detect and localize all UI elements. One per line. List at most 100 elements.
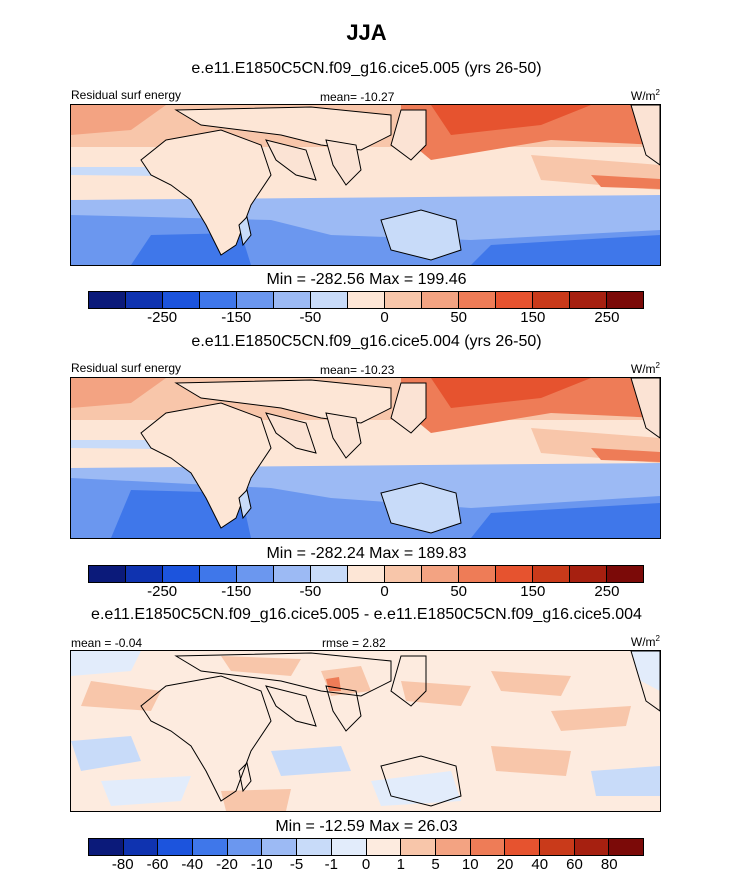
colorbar-box <box>123 839 159 855</box>
colorbar-tick-label: 1 <box>396 856 405 873</box>
colorbar-box <box>227 839 263 855</box>
panel-3-minmax-label: Min = -12.59 Max = 26.03 <box>275 818 458 835</box>
colorbar-box <box>505 839 540 855</box>
colorbar-tick-label: 50 <box>450 309 467 326</box>
colorbar-tick-label: 10 <box>461 856 479 873</box>
colorbar-tick-label: -60 <box>146 856 169 873</box>
colorbar-tick-label: -50 <box>299 583 322 600</box>
colorbar-box <box>574 839 610 855</box>
colorbar-box <box>533 566 570 582</box>
colorbar-box <box>274 566 311 582</box>
panel-1-map-field <box>71 105 660 265</box>
panel-2-variable-label: Residual surf energy <box>71 361 182 375</box>
colorbar-box <box>126 292 163 308</box>
colorbar-tick-label: 250 <box>594 583 620 600</box>
panel-2-map-field <box>71 378 660 538</box>
colorbar-box <box>200 566 237 582</box>
colorbar-box <box>435 839 471 855</box>
colorbar-box <box>126 566 163 582</box>
panel-2-colorbar-ticks: -250 -150 -50 0 50 150 250 <box>88 583 642 601</box>
panel-1-variable-label: Residual surf energy <box>71 88 182 102</box>
colorbar-tick-label: -250 <box>147 583 178 600</box>
panel-1-title: e.e11.E1850C5CN.f09_g16.cice5.005 (yrs 2… <box>191 60 542 77</box>
panel-3-title: e.e11.E1850C5CN.f09_g16.cice5.005 - e.e1… <box>91 606 642 623</box>
colorbar-box <box>385 566 422 582</box>
colorbar-box <box>533 292 570 308</box>
panel-3-mean-label: mean = -0.04 <box>71 636 143 650</box>
colorbar-box <box>237 292 274 308</box>
panel-3-colorbar <box>88 838 644 856</box>
colorbar-box <box>385 292 422 308</box>
colorbar-box <box>609 839 643 855</box>
colorbar-box <box>607 566 643 582</box>
panel-1-minmax-label: Min = -282.56 Max = 199.46 <box>266 271 467 288</box>
colorbar-box <box>459 566 496 582</box>
colorbar-box <box>158 839 194 855</box>
colorbar-tick-label: -40 <box>181 856 204 873</box>
colorbar-box <box>163 566 200 582</box>
colorbar-box <box>262 839 298 855</box>
colorbar-box <box>470 839 506 855</box>
colorbar-tick-label: 150 <box>520 309 546 326</box>
colorbar-box <box>607 292 643 308</box>
colorbar-tick-label: 20 <box>496 856 514 873</box>
colorbar-box <box>89 839 124 855</box>
panel-3-map <box>70 650 661 812</box>
colorbar-box <box>496 566 533 582</box>
colorbar-box <box>459 292 496 308</box>
colorbar-box <box>274 292 311 308</box>
colorbar-box <box>570 292 607 308</box>
colorbar-tick-label: 5 <box>431 856 440 873</box>
colorbar-tick-label: -20 <box>216 856 238 873</box>
colorbar-box <box>237 566 274 582</box>
colorbar-tick-label: 0 <box>380 309 389 326</box>
colorbar-tick-label: 150 <box>520 583 546 600</box>
colorbar-tick-label: 0 <box>361 856 371 873</box>
colorbar-tick-label: -50 <box>299 309 322 326</box>
panel-2-title: e.e11.E1850C5CN.f09_g16.cice5.004 (yrs 2… <box>191 333 542 350</box>
colorbar-tick-label: -5 <box>289 856 304 873</box>
figure-title: JJA <box>346 20 387 45</box>
colorbar-box <box>348 566 385 582</box>
colorbar-box <box>496 292 533 308</box>
colorbar-tick-label: -80 <box>111 856 134 873</box>
colorbar-tick-label: -150 <box>221 309 252 326</box>
colorbar-box <box>401 839 436 855</box>
panel-3-unit-label: W/m2 <box>630 634 660 649</box>
panel-1-colorbar <box>88 291 644 309</box>
colorbar-box <box>422 292 459 308</box>
colorbar-box <box>89 292 126 308</box>
panel-2-unit-label: W/m2 <box>630 361 660 376</box>
colorbar-tick-label: 0 <box>380 583 389 600</box>
colorbar-tick-label: -10 <box>250 856 273 873</box>
colorbar-tick-label: -150 <box>221 583 252 600</box>
panel-2-map <box>70 377 661 539</box>
panel-2-mean-label: mean= -10.23 <box>320 363 395 377</box>
panel-2-colorbar <box>88 565 644 583</box>
colorbar-box <box>89 566 126 582</box>
colorbar-tick-label: 80 <box>600 856 618 873</box>
panel-1-mean-label: mean= -10.27 <box>320 90 395 104</box>
panel-1-unit-label: W/m2 <box>630 88 660 103</box>
colorbar-box <box>366 839 402 855</box>
colorbar-tick-label: -250 <box>147 309 178 326</box>
colorbar-box <box>311 566 348 582</box>
colorbar-box <box>422 566 459 582</box>
colorbar-box <box>331 839 367 855</box>
colorbar-box <box>539 839 575 855</box>
colorbar-tick-label: 40 <box>531 856 549 873</box>
colorbar-box <box>193 839 228 855</box>
panel-3-map-field <box>71 651 660 811</box>
colorbar-tick-label: 250 <box>594 309 620 326</box>
panel-1-map <box>70 104 661 266</box>
colorbar-tick-label: 60 <box>566 856 583 873</box>
colorbar-tick-label: 50 <box>450 583 467 600</box>
panel-3-colorbar-ticks: -80 -60 -40 -20 -10 -5 -1 0 1 5 10 20 40 60 80 <box>88 856 642 874</box>
panel-1-colorbar-ticks: -250 -150 -50 0 50 150 250 <box>88 309 642 327</box>
panel-2-minmax-label: Min = -282.24 Max = 189.83 <box>266 545 467 562</box>
colorbar-box <box>311 292 348 308</box>
colorbar-box <box>163 292 200 308</box>
colorbar-box <box>570 566 607 582</box>
colorbar-box <box>297 839 332 855</box>
colorbar-box <box>348 292 385 308</box>
